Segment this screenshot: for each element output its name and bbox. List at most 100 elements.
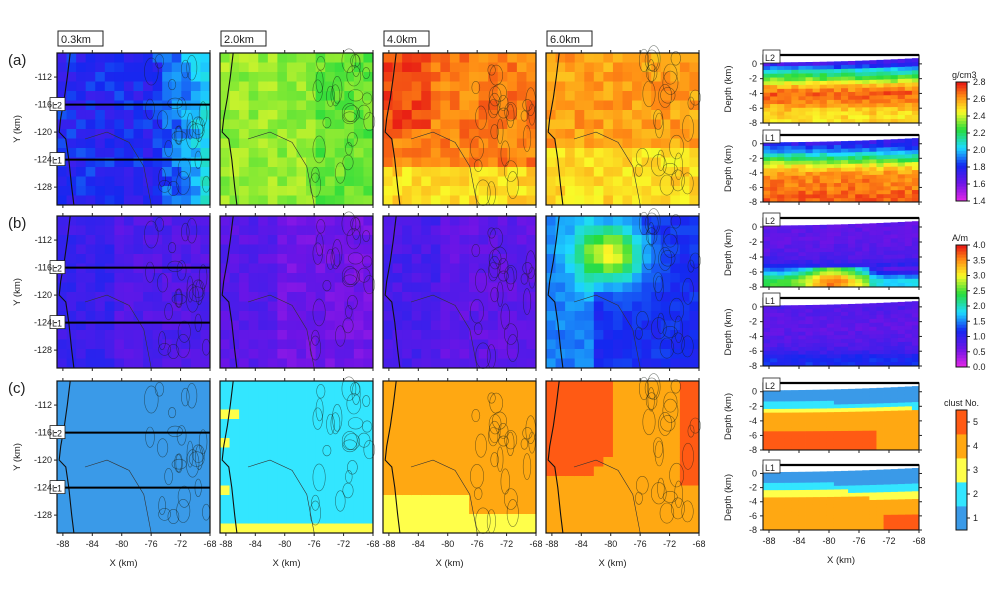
heatmap-cell xyxy=(777,172,785,177)
heatmap-cell xyxy=(876,182,884,187)
heatmap-cell xyxy=(651,514,662,524)
heatmap-cell xyxy=(516,129,527,139)
heatmap-cell xyxy=(555,72,566,82)
heatmap-cell xyxy=(651,504,662,515)
heatmap-cell xyxy=(612,400,623,410)
topography-contour xyxy=(506,171,519,199)
heatmap-cell xyxy=(660,466,671,477)
heatmap-cell xyxy=(363,138,374,149)
heatmap-cell xyxy=(133,409,144,420)
heatmap-cell xyxy=(411,339,422,350)
heatmap-cell xyxy=(516,235,527,245)
heatmap-cell xyxy=(296,476,307,486)
heatmap-cell xyxy=(123,119,134,130)
heatmap-cell xyxy=(296,53,307,63)
heatmap-cell xyxy=(315,292,326,302)
heatmap-cell xyxy=(565,254,576,264)
heatmap-cell xyxy=(546,129,556,139)
heatmap-cell xyxy=(190,53,201,63)
heatmap-cell xyxy=(841,88,849,93)
heatmap-cell xyxy=(833,304,842,309)
heatmap-cell xyxy=(344,119,355,130)
heatmap-cell xyxy=(497,476,508,486)
heatmap-cell xyxy=(651,216,662,226)
heatmap-cell xyxy=(904,102,913,108)
heatmap-cell xyxy=(784,119,792,124)
heatmap-cell xyxy=(826,198,835,203)
heatmap-cell xyxy=(805,153,814,158)
heatmap-cell xyxy=(679,349,690,359)
heatmap-cell xyxy=(841,163,849,169)
heatmap-cell xyxy=(798,107,806,112)
heatmap-cell xyxy=(497,339,508,350)
heatmap-cell xyxy=(584,447,595,458)
heatmap-cell xyxy=(497,244,508,255)
heatmap-cell xyxy=(190,186,201,196)
heatmap-cell xyxy=(622,419,633,429)
heatmap-cell xyxy=(862,315,870,320)
heatmap-cell xyxy=(805,305,814,310)
heatmap-cell xyxy=(430,400,441,410)
heatmap-cell xyxy=(229,409,240,420)
heatmap-cell xyxy=(430,514,441,524)
heatmap-cell xyxy=(763,73,771,78)
heatmap-cell xyxy=(449,320,460,331)
heatmap-cell xyxy=(133,129,144,139)
heatmap-cell xyxy=(430,447,441,458)
heatmap-cell xyxy=(612,358,623,369)
heatmap-cell xyxy=(516,409,527,420)
heatmap-cell xyxy=(641,129,652,139)
topography-contour xyxy=(522,427,533,440)
heatmap-cell xyxy=(229,419,240,429)
heatmap-cell xyxy=(574,504,585,515)
heatmap-cell xyxy=(114,138,125,149)
heatmap-cell xyxy=(911,190,920,195)
heatmap-cell xyxy=(239,216,250,226)
heatmap-cell xyxy=(248,301,259,312)
heatmap-cell xyxy=(612,428,623,439)
heatmap-cell xyxy=(286,447,297,458)
heatmap-cell xyxy=(777,236,785,242)
heatmap-cell xyxy=(162,244,173,255)
heatmap-cell xyxy=(805,283,814,288)
heatmap-cell xyxy=(248,254,259,264)
heatmap-cell xyxy=(143,419,154,429)
heatmap-cell xyxy=(689,381,700,391)
heatmap-cell xyxy=(565,216,576,226)
heatmap-cell xyxy=(584,72,595,82)
heatmap-cell xyxy=(689,186,700,196)
heatmap-cell xyxy=(848,152,856,157)
heatmap-cell xyxy=(488,476,499,486)
heatmap-cell xyxy=(833,111,842,116)
heatmap-cell xyxy=(277,282,288,293)
heatmap-cell xyxy=(430,495,441,505)
heatmap-cell xyxy=(791,157,799,162)
heatmap-cell xyxy=(869,318,877,324)
heatmap-cell xyxy=(488,119,499,130)
heatmap-cell xyxy=(325,195,336,206)
topography-contour xyxy=(489,64,504,86)
x-tick-label: -84 xyxy=(86,539,99,549)
heatmap-cell xyxy=(555,447,566,458)
heatmap-cell xyxy=(770,347,778,352)
heatmap-cell xyxy=(770,275,778,280)
heatmap-cell xyxy=(220,263,230,274)
heatmap-cell xyxy=(784,271,792,276)
heatmap-cell xyxy=(904,262,913,267)
heatmap-cell xyxy=(411,400,422,410)
heatmap-cell xyxy=(622,292,633,302)
heatmap-cell xyxy=(171,273,182,283)
heatmap-cell xyxy=(632,400,643,410)
heatmap-cell xyxy=(526,428,537,439)
heatmap-cell xyxy=(459,330,470,340)
coastline xyxy=(221,380,238,534)
heatmap-cell xyxy=(848,68,856,73)
heatmap-cell xyxy=(449,476,460,486)
heatmap-cell xyxy=(632,447,643,458)
heatmap-cell xyxy=(507,235,518,245)
heatmap-cell xyxy=(411,110,422,120)
heatmap-cell xyxy=(883,270,892,276)
heatmap-cell xyxy=(869,198,877,203)
heatmap-cell xyxy=(805,141,814,147)
heatmap-cell xyxy=(449,235,460,245)
